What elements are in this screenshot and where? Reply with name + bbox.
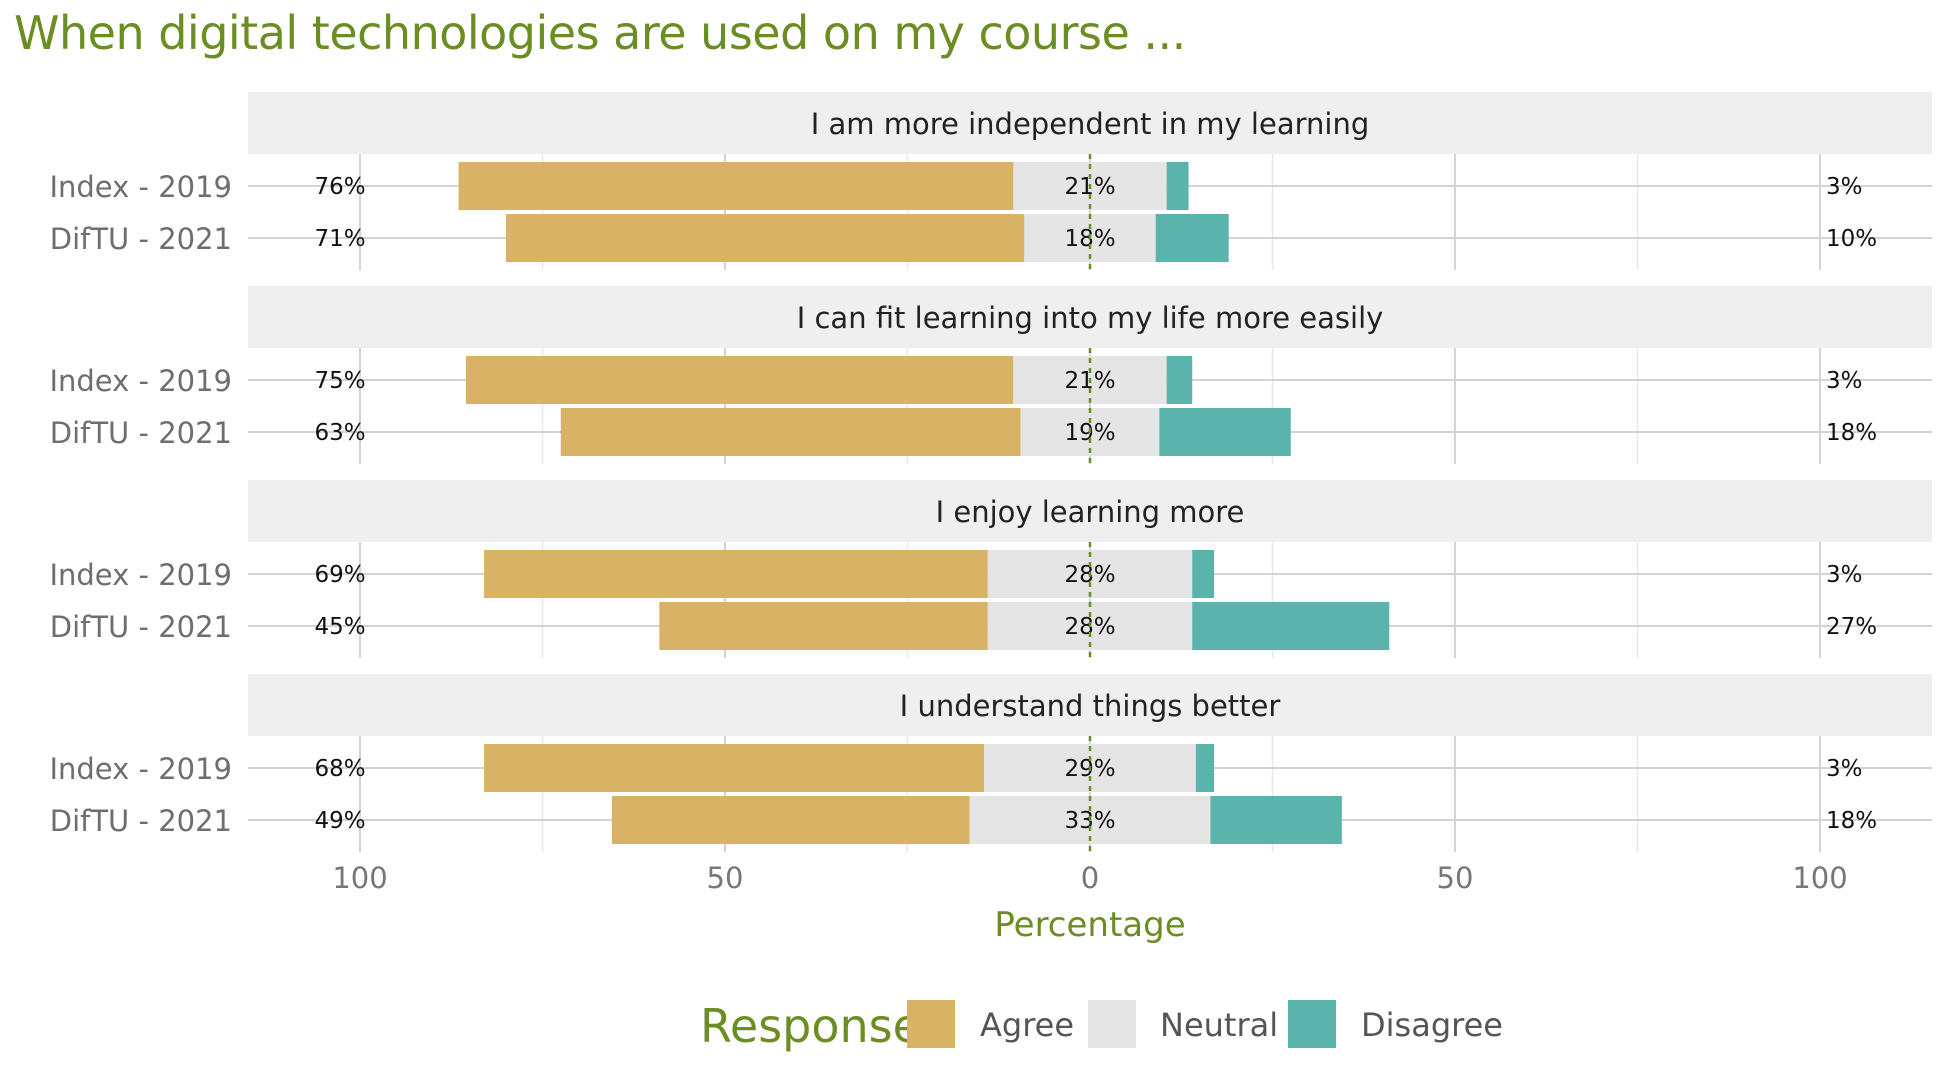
facet-strip <box>248 286 1932 348</box>
agree-label: 71% <box>314 226 365 252</box>
agree-label: 68% <box>314 756 365 782</box>
bar-disagree <box>1155 214 1229 262</box>
row-label: DifTU - 2021 <box>50 804 232 838</box>
legend-swatch <box>1288 1000 1336 1048</box>
bar-disagree <box>1166 356 1193 404</box>
bar-disagree <box>1159 408 1291 456</box>
row-label: Index - 2019 <box>49 558 232 592</box>
facet-strip <box>248 674 1932 736</box>
disagree-label: 18% <box>1826 808 1877 834</box>
legend-title: Response <box>700 999 921 1053</box>
disagree-label: 10% <box>1826 226 1877 252</box>
agree-label: 63% <box>314 420 365 446</box>
row-label: DifTU - 2021 <box>50 416 232 450</box>
bar-agree <box>560 408 1021 456</box>
disagree-label: 3% <box>1826 562 1863 588</box>
agree-label: 76% <box>314 174 365 200</box>
facet-title: I can fit learning into my life more eas… <box>797 301 1384 335</box>
facet-panels: I am more independent in my learning Inde… <box>49 92 1932 852</box>
row-label: Index - 2019 <box>49 752 232 786</box>
facet-title: I am more independent in my learning <box>811 107 1369 141</box>
x-tick-label: 100 <box>1792 861 1847 895</box>
disagree-label: 3% <box>1826 756 1863 782</box>
row-label: Index - 2019 <box>49 364 232 398</box>
facet-strip <box>248 480 1932 542</box>
bar-disagree <box>1192 602 1390 650</box>
row-label: DifTU - 2021 <box>50 222 232 256</box>
bar-disagree <box>1195 744 1215 792</box>
bar-agree <box>506 214 1025 262</box>
bar-agree <box>611 796 970 844</box>
disagree-label: 18% <box>1826 420 1877 446</box>
agree-label: 45% <box>314 614 365 640</box>
facet-panel: I am more independent in my learning Inde… <box>49 92 1932 270</box>
disagree-label: 27% <box>1826 614 1877 640</box>
chart-title: When digital technologies are used on my… <box>14 6 1186 60</box>
x-tick-label: 0 <box>1081 861 1099 895</box>
bar-agree <box>484 744 985 792</box>
bar-disagree <box>1192 550 1215 598</box>
bar-agree <box>484 550 988 598</box>
agree-label: 75% <box>314 368 365 394</box>
legend-swatch <box>1088 1000 1136 1048</box>
legend-label: Neutral <box>1160 1006 1278 1044</box>
disagree-label: 3% <box>1826 174 1863 200</box>
x-tick-label: 50 <box>1437 861 1474 895</box>
x-axis: Percentage 100 50 0 50 100 <box>332 861 1847 945</box>
x-tick-label: 100 <box>332 861 387 895</box>
x-tick-label: 50 <box>707 861 744 895</box>
legend-swatch <box>907 1000 955 1048</box>
facet-title: I understand things better <box>900 689 1281 723</box>
facet-title: I enjoy learning more <box>936 495 1245 529</box>
legend-label: Disagree <box>1361 1006 1503 1044</box>
x-axis-title: Percentage <box>994 905 1185 945</box>
row-label: DifTU - 2021 <box>50 610 232 644</box>
facet-panel: I understand things better Index - 2019 68… <box>49 674 1932 852</box>
bar-agree <box>659 602 988 650</box>
bar-disagree <box>1210 796 1342 844</box>
disagree-label: 3% <box>1826 368 1863 394</box>
facet-panel: I can fit learning into my life more eas… <box>49 286 1932 464</box>
agree-label: 49% <box>314 808 365 834</box>
row-label: Index - 2019 <box>49 170 232 204</box>
bar-agree <box>458 162 1014 210</box>
bar-disagree <box>1166 162 1189 210</box>
bar-agree <box>465 356 1014 404</box>
legend-label: Agree <box>980 1006 1074 1044</box>
facet-strip <box>248 92 1932 154</box>
agree-label: 69% <box>314 562 365 588</box>
legend: Response Agree Neutral Disagree <box>700 999 1503 1053</box>
